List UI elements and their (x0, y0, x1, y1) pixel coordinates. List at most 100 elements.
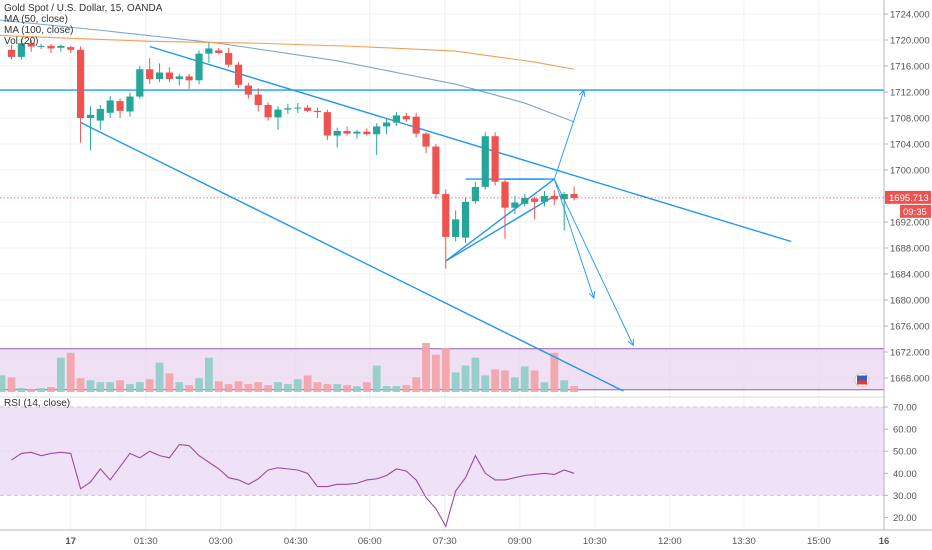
candle-body (254, 94, 262, 105)
volume-bar (451, 372, 460, 392)
price-tick-label: 1704.000 (890, 140, 930, 151)
volume-bar (66, 352, 75, 392)
volume-bar (283, 384, 292, 392)
volume-bar (116, 380, 124, 392)
time-tick-label: 17 (65, 536, 76, 547)
candle-body (560, 194, 568, 200)
candle (136, 66, 144, 99)
volume-bar (234, 381, 243, 392)
volume-bar (353, 386, 361, 392)
volume-bar (0, 375, 6, 392)
candle (7, 44, 16, 60)
candle (313, 107, 322, 118)
moving-averages (0, 19, 575, 123)
volume-bar (333, 384, 342, 392)
volume-bars (0, 343, 578, 392)
candle (17, 38, 25, 60)
candle (373, 123, 381, 156)
price-tick-label: 1700.000 (890, 166, 930, 177)
candle (442, 189, 450, 269)
volume-bar (7, 377, 16, 392)
candle-body (155, 72, 164, 79)
volume-bar (471, 357, 480, 392)
candle (392, 112, 401, 126)
candle-body (323, 112, 331, 136)
candle-body (353, 131, 361, 134)
trendlines[interactable] (0, 45, 932, 392)
candle-body (412, 116, 420, 134)
volume-bar (422, 343, 430, 392)
volume-bar (145, 379, 154, 392)
volume-bar (17, 388, 26, 392)
price-tick-label: 1684.000 (890, 270, 930, 281)
ma50-line (0, 19, 575, 123)
candle (47, 43, 55, 53)
volume-bar (510, 377, 519, 392)
ma100-label: MA (100, close) (4, 25, 74, 36)
trendline (445, 178, 555, 262)
candle (37, 43, 45, 50)
volume-bar (96, 382, 105, 392)
candle-body (570, 194, 578, 198)
candles (0, 38, 884, 269)
arrow-head (578, 89, 586, 98)
volume-bar (214, 381, 223, 392)
price-tick-label: 1672.000 (890, 348, 930, 359)
candle (205, 42, 213, 63)
volume-bar (185, 385, 194, 392)
volume-bar (135, 382, 144, 392)
rsi-line (11, 443, 575, 528)
candle-body (402, 116, 410, 120)
volume-bar (372, 365, 381, 392)
candle (294, 103, 302, 113)
candle-body (264, 105, 272, 118)
candle-body (392, 115, 401, 123)
volume-bar (382, 386, 391, 392)
candle-body (540, 196, 549, 202)
rsi-tick-label: 30.00 (893, 491, 917, 502)
candle-body (215, 50, 223, 53)
candle-body (126, 96, 134, 112)
rsi-tick-label: 60.00 (893, 425, 917, 436)
candle (106, 95, 114, 118)
candle-body (382, 122, 391, 127)
time-tick-label: 13:30 (732, 536, 756, 547)
candle-body (284, 108, 292, 110)
price-tick-label: 1668.000 (890, 374, 930, 385)
candle (67, 45, 75, 53)
rsi-panel (0, 396, 884, 528)
candle-body (452, 219, 460, 237)
time-tick-label: 16 (879, 536, 890, 547)
candle-body (244, 85, 252, 95)
candle (96, 105, 104, 130)
last-price-value: 1695.713 (889, 193, 929, 204)
candle-body (165, 72, 174, 79)
volume-bar (195, 378, 203, 392)
candle-body (363, 131, 371, 135)
candle-body (195, 53, 203, 81)
candle-body (57, 45, 65, 48)
volume-bar (244, 384, 253, 392)
candle-body (313, 110, 322, 113)
price-badge-layer: 1695.713 09:35 (885, 190, 931, 218)
candle-body (432, 146, 440, 195)
candle-body (96, 108, 104, 121)
candle (521, 194, 529, 207)
candle-body (225, 53, 233, 65)
price-tick-label: 1680.000 (890, 296, 930, 307)
rsi-tick-label: 20.00 (893, 513, 917, 524)
volume-bar (126, 384, 134, 392)
candle (225, 47, 233, 68)
price-tick-label: 1692.000 (890, 218, 930, 229)
candle-body (116, 101, 124, 111)
candle (412, 112, 420, 138)
candle (402, 112, 410, 122)
candle-body (501, 181, 509, 208)
time-tick-label: 01:30 (134, 536, 158, 547)
candle (461, 197, 470, 243)
flag-icon[interactable] (854, 372, 870, 388)
volume-bar (441, 347, 450, 392)
volume-bar (86, 380, 95, 392)
candle (284, 103, 292, 115)
